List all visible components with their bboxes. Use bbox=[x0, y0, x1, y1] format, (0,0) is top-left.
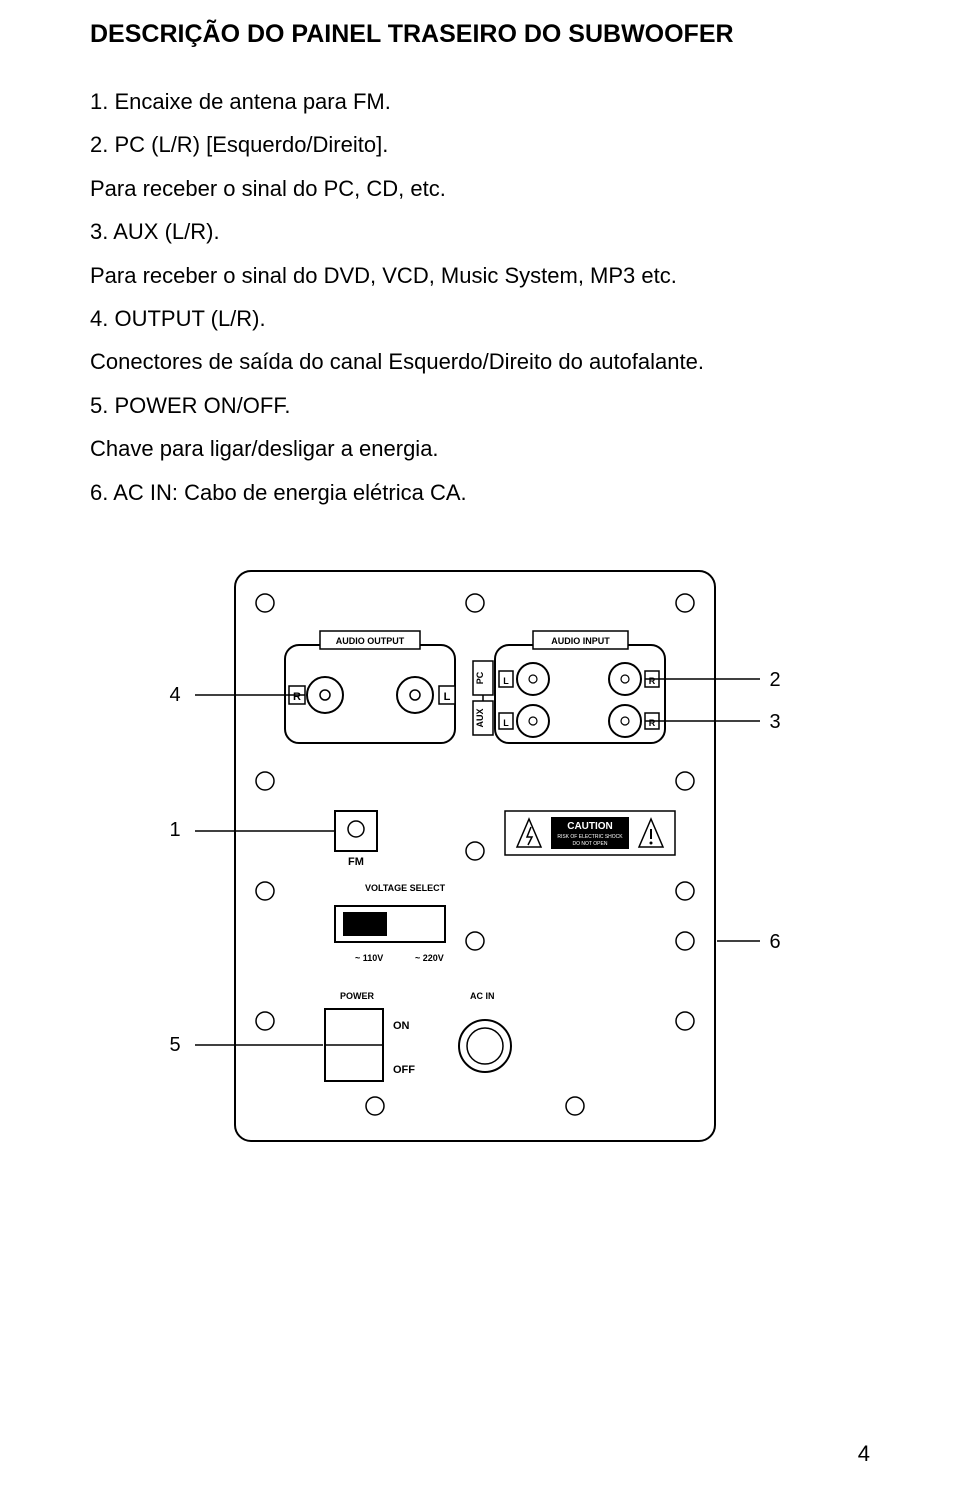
svg-text:AUDIO INPUT: AUDIO INPUT bbox=[551, 636, 610, 646]
description-list: 1. Encaixe de antena para FM. 2. PC (L/R… bbox=[90, 83, 870, 511]
list-item: 4. OUTPUT (L/R). bbox=[90, 300, 870, 337]
list-item: 1. Encaixe de antena para FM. bbox=[90, 83, 870, 120]
list-item: Para receber o sinal do DVD, VCD, Music … bbox=[90, 257, 870, 294]
svg-text:6: 6 bbox=[769, 931, 780, 953]
page-title: DESCRIÇÃO DO PAINEL TRASEIRO DO SUBWOOFE… bbox=[90, 20, 870, 49]
svg-text:~ 110V: ~ 110V bbox=[355, 953, 383, 963]
svg-text:AC IN: AC IN bbox=[470, 991, 495, 1001]
svg-text:AUX: AUX bbox=[475, 708, 485, 727]
svg-text:~ 220V: ~ 220V bbox=[415, 953, 444, 963]
list-item: 6. AC IN: Cabo de energia elétrica CA. bbox=[90, 474, 870, 511]
rear-panel-diagram: AUDIO OUTPUT R L AUDIO INPUT PC AUX L R L R FM CAUT… bbox=[115, 561, 845, 1161]
page-number: 4 bbox=[858, 1441, 870, 1467]
svg-text:VOLTAGE SELECT: VOLTAGE SELECT bbox=[365, 883, 446, 893]
svg-text:L: L bbox=[503, 676, 509, 686]
svg-text:RISK OF ELECTRIC SHOCK: RISK OF ELECTRIC SHOCK bbox=[557, 834, 623, 840]
svg-text:1: 1 bbox=[169, 819, 180, 841]
list-item: 3. AUX (L/R). bbox=[90, 213, 870, 250]
svg-text:L: L bbox=[444, 691, 451, 703]
svg-text:OFF: OFF bbox=[393, 1064, 415, 1076]
list-item: Chave para ligar/desligar a energia. bbox=[90, 430, 870, 467]
svg-text:R: R bbox=[293, 691, 301, 703]
svg-text:R: R bbox=[649, 718, 656, 728]
page: DESCRIÇÃO DO PAINEL TRASEIRO DO SUBWOOFE… bbox=[0, 0, 960, 1487]
svg-text:5: 5 bbox=[169, 1034, 180, 1056]
svg-text:CAUTION: CAUTION bbox=[567, 821, 613, 832]
svg-text:DO NOT OPEN: DO NOT OPEN bbox=[573, 841, 608, 847]
svg-text:FM: FM bbox=[348, 856, 364, 868]
list-item: Para receber o sinal do PC, CD, etc. bbox=[90, 170, 870, 207]
diagram-container: AUDIO OUTPUT R L AUDIO INPUT PC AUX L R L R FM CAUT… bbox=[90, 561, 870, 1161]
svg-text:R: R bbox=[649, 676, 656, 686]
svg-text:L: L bbox=[503, 718, 509, 728]
svg-text:4: 4 bbox=[169, 684, 180, 706]
list-item: 5. POWER ON/OFF. bbox=[90, 387, 870, 424]
svg-text:POWER: POWER bbox=[340, 991, 375, 1001]
svg-text:PC: PC bbox=[475, 671, 485, 684]
svg-text:2: 2 bbox=[769, 669, 780, 691]
list-item: 2. PC (L/R) [Esquerdo/Direito]. bbox=[90, 126, 870, 163]
svg-text:3: 3 bbox=[769, 711, 780, 733]
svg-text:ON: ON bbox=[393, 1020, 410, 1032]
list-item: Conectores de saída do canal Esquerdo/Di… bbox=[90, 343, 870, 380]
svg-text:AUDIO OUTPUT: AUDIO OUTPUT bbox=[336, 636, 405, 646]
